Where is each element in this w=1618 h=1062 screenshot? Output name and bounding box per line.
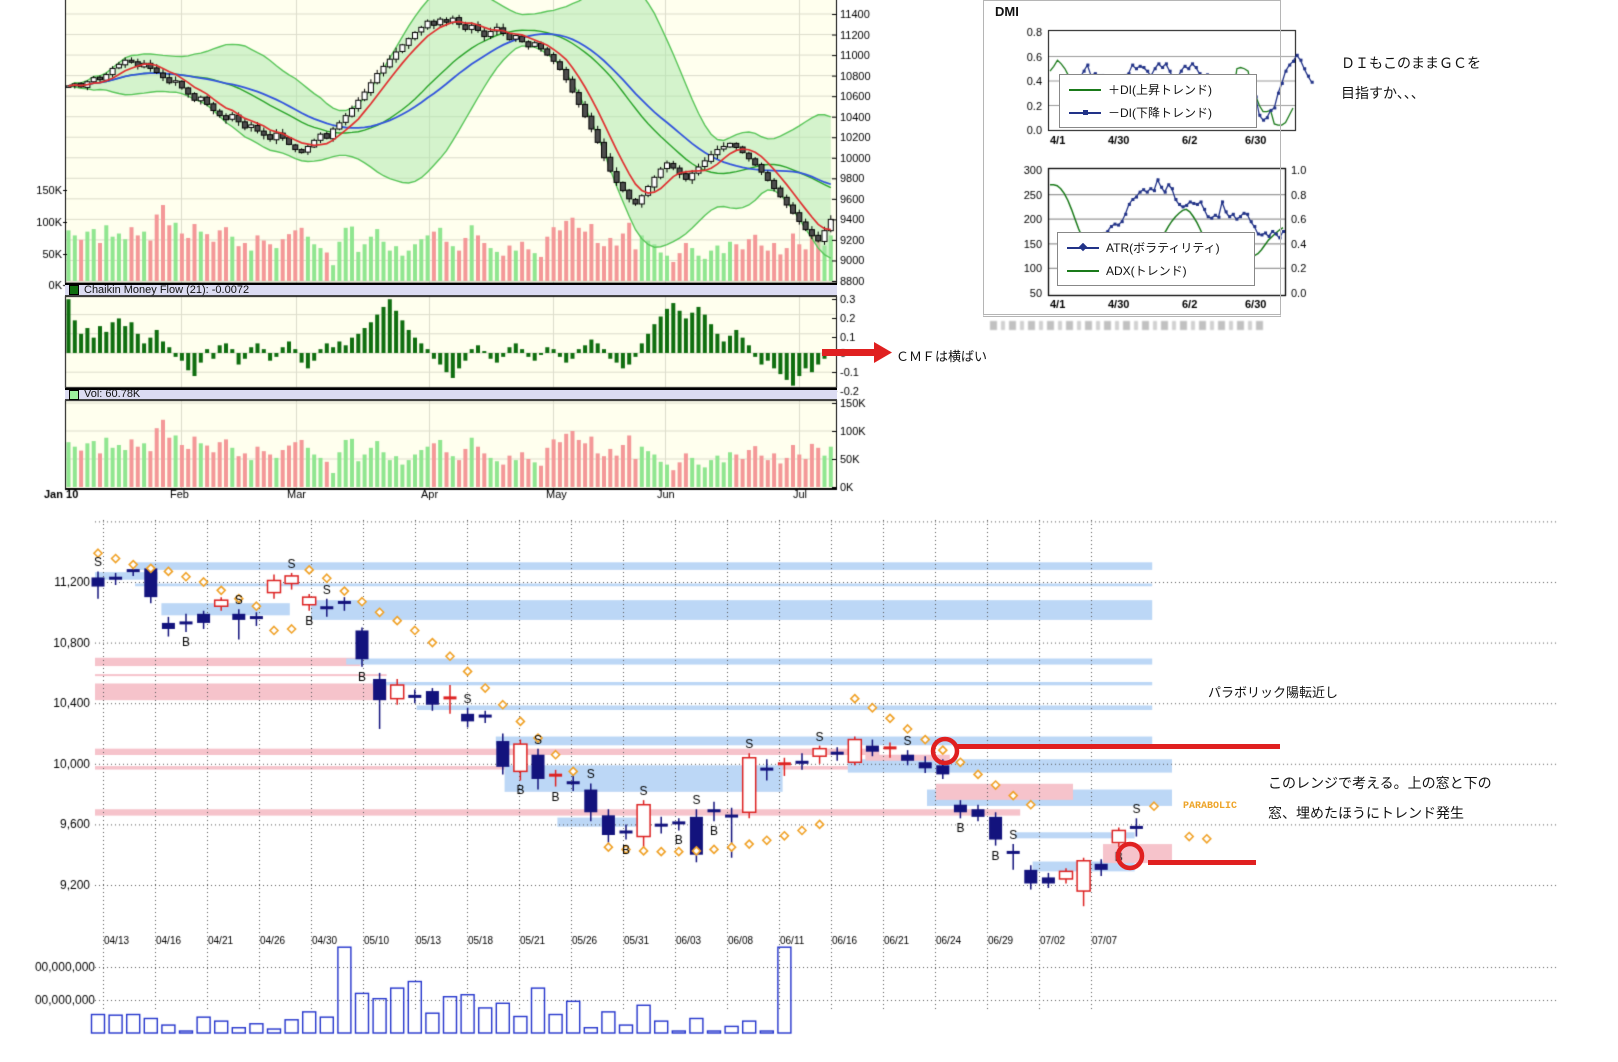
blurred-caption [990,321,1266,330]
vol-pane-label: Vol: 60.78K [84,388,141,400]
atr-legend-adx-label: ADX(トレンド) [1106,264,1187,278]
plus-di-line-icon [1069,88,1101,91]
dmi-atr-panel [983,0,1281,317]
atr-legend-adx-row: ADX(トレンド) [1066,259,1246,282]
atr-legend: ATR(ボラティリティ) ADX(トレンド) [1057,232,1255,286]
parabolic-note: パラボリック陽転近し [1208,685,1339,700]
atr-legend-atr-label: ATR(ボラティリティ) [1106,241,1220,255]
dmi-note-line2: 目指すか、、、 [1341,85,1425,101]
range-note: このレンジで考える。上の窓と下の 窓、埋めたほうにトレンド発生 [1268,768,1492,828]
adx-line-icon [1067,269,1099,272]
range-note-line2: 窓、埋めたほうにトレンド発生 [1268,805,1464,821]
dmi-legend: ＋DI(上昇トレンド) －DI(下降トレンド) [1059,74,1257,128]
dmi-legend-plus-label: ＋DI(上昇トレンド) [1108,83,1212,97]
minus-di-line-icon [1069,109,1101,115]
dmi-chart-title: DMI [995,4,1019,19]
parabolic-series-label: PARABOLIC [1183,801,1238,812]
dmi-legend-plus-row: ＋DI(上昇トレンド) [1068,78,1248,101]
atr-line-icon [1067,242,1099,251]
vol-pane-header: Vol: 60.78K [65,388,837,400]
vol-swatch-icon [69,389,79,400]
dmi-legend-minus-row: －DI(下降トレンド) [1068,101,1248,124]
atr-legend-atr-row: ATR(ボラティリティ) [1066,236,1246,259]
dmi-legend-minus-label: －DI(下降トレンド) [1108,106,1212,120]
cmf-pane-header: Chaikin Money Flow (21): -0.0072 [65,283,837,296]
cmf-pane-label: Chaikin Money Flow (21): -0.0072 [84,283,250,296]
dmi-note: ＤＩもこのままＧＣを 目指すか、、、 [1341,48,1481,108]
cmf-note: ＣＭＦは横ばい [896,349,988,364]
range-note-line1: このレンジで考える。上の窓と下の [1268,775,1492,791]
cmf-swatch-icon [69,285,79,295]
dmi-note-line1: ＤＩもこのままＧＣを [1341,55,1481,71]
